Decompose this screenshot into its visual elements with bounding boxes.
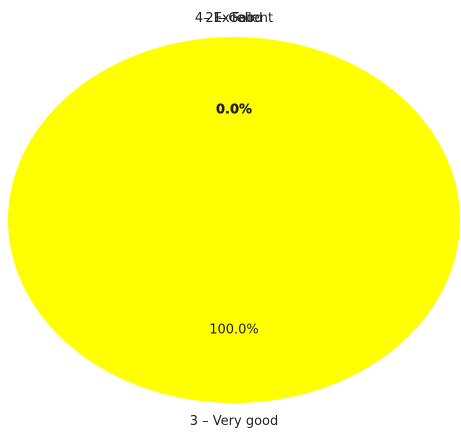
pie-slice-0	[8, 37, 460, 403]
slice-category-label-0: 3 – Very good	[190, 414, 279, 429]
slice-percent-label-3: 0.0%	[216, 103, 252, 118]
slice-category-label-1: 4– Excellent	[195, 11, 273, 26]
pie-slices	[8, 37, 460, 403]
slice-percent-label-0: 100.0%	[209, 322, 259, 337]
slice-percent-label-1: 0.0%	[216, 103, 252, 118]
slice-category-label-3: 1– Fair	[213, 11, 256, 26]
slice-percent-label-2: 0.0%	[216, 103, 252, 118]
slice-category-label-2: 2 – Good	[205, 11, 262, 26]
pie-labels: 3 – Very good 100.0% 4– Excellent 0.0% 2 – G…	[190, 11, 279, 429]
